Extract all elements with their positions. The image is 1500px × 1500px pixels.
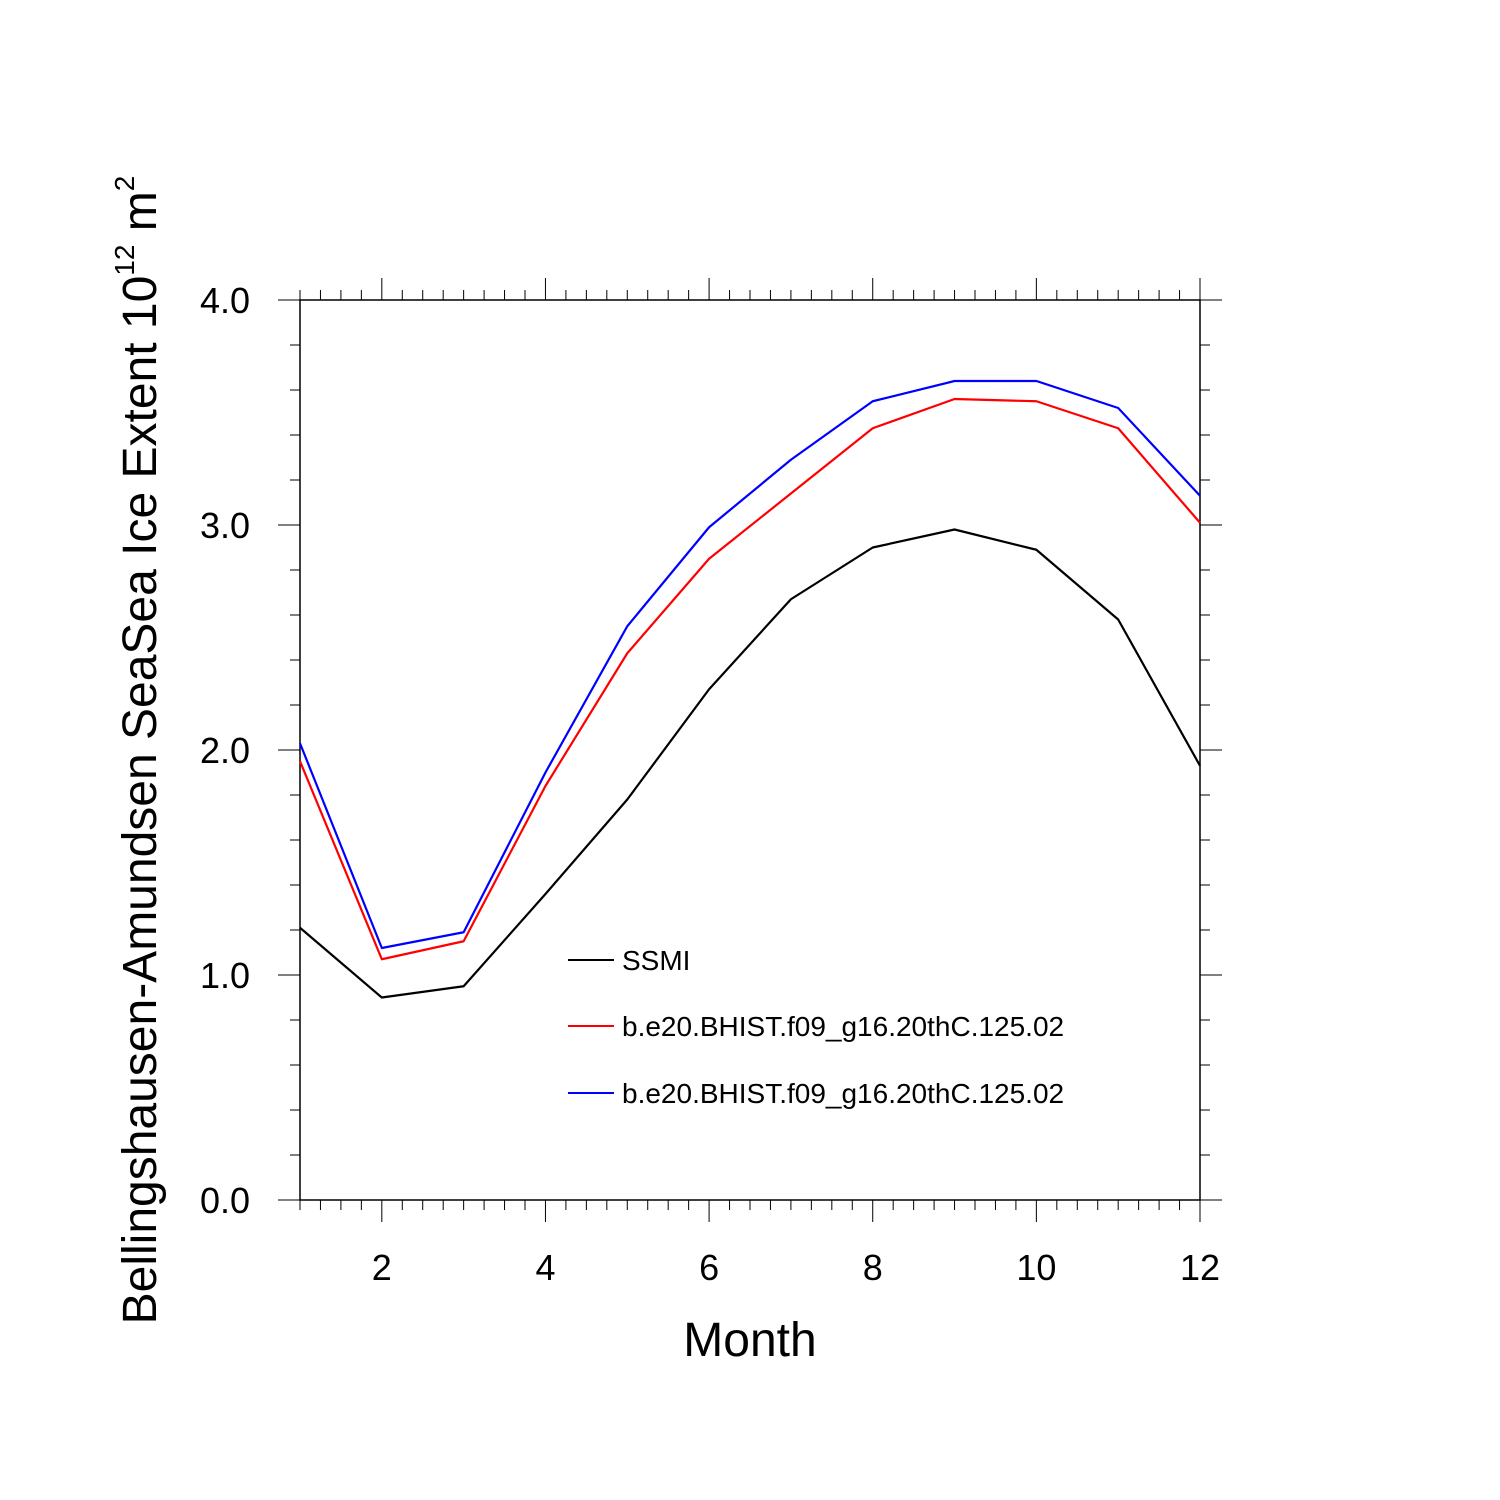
legend-label-model-red: b.e20.BHIST.f09_g16.20thC.125.02 xyxy=(622,1011,1064,1042)
y-tick-label: 2.0 xyxy=(200,730,250,771)
x-tick-label: 2 xyxy=(372,1247,392,1288)
x-tick-label: 4 xyxy=(535,1247,555,1288)
tick-labels: 2 4 6 8 10 12 0.0 1.0 2.0 3.0 4.0 xyxy=(200,280,1220,1288)
y-tick-label: 4.0 xyxy=(200,280,250,321)
x-tick-label: 12 xyxy=(1180,1247,1220,1288)
y-axis-title-unit: m xyxy=(114,191,167,244)
y-axis-title-unit-exponent: 2 xyxy=(109,176,140,192)
y-tick-label: 1.0 xyxy=(200,955,250,996)
axis-ticks xyxy=(278,278,1222,1222)
x-tick-label: 8 xyxy=(863,1247,883,1288)
plot-frame xyxy=(299,299,1201,1201)
y-axis-title-exponent: 12 xyxy=(109,245,140,276)
legend-label-ssmi: SSMI xyxy=(622,945,690,976)
y-tick-label: 0.0 xyxy=(200,1180,250,1221)
series-line-ssmi xyxy=(299,528,1201,999)
x-tick-label: 10 xyxy=(1016,1247,1056,1288)
y-axis-title-main: Bellingshausen-Amundsen SeaSea Ice Exten… xyxy=(114,276,167,1325)
x-tick-label: 6 xyxy=(699,1247,719,1288)
series-lines xyxy=(298,379,1201,999)
x-axis-title: Month xyxy=(683,1314,816,1367)
series-line-model-red xyxy=(298,397,1201,961)
series-line-model-blue xyxy=(298,379,1201,950)
y-axis-title: Bellingshausen-Amundsen SeaSea Ice Exten… xyxy=(109,176,167,1325)
legend: SSMI b.e20.BHIST.f09_g16.20thC.125.02 b.… xyxy=(568,945,1064,1109)
y-tick-label: 3.0 xyxy=(200,505,250,546)
legend-label-model-blue: b.e20.BHIST.f09_g16.20thC.125.02 xyxy=(622,1078,1064,1109)
